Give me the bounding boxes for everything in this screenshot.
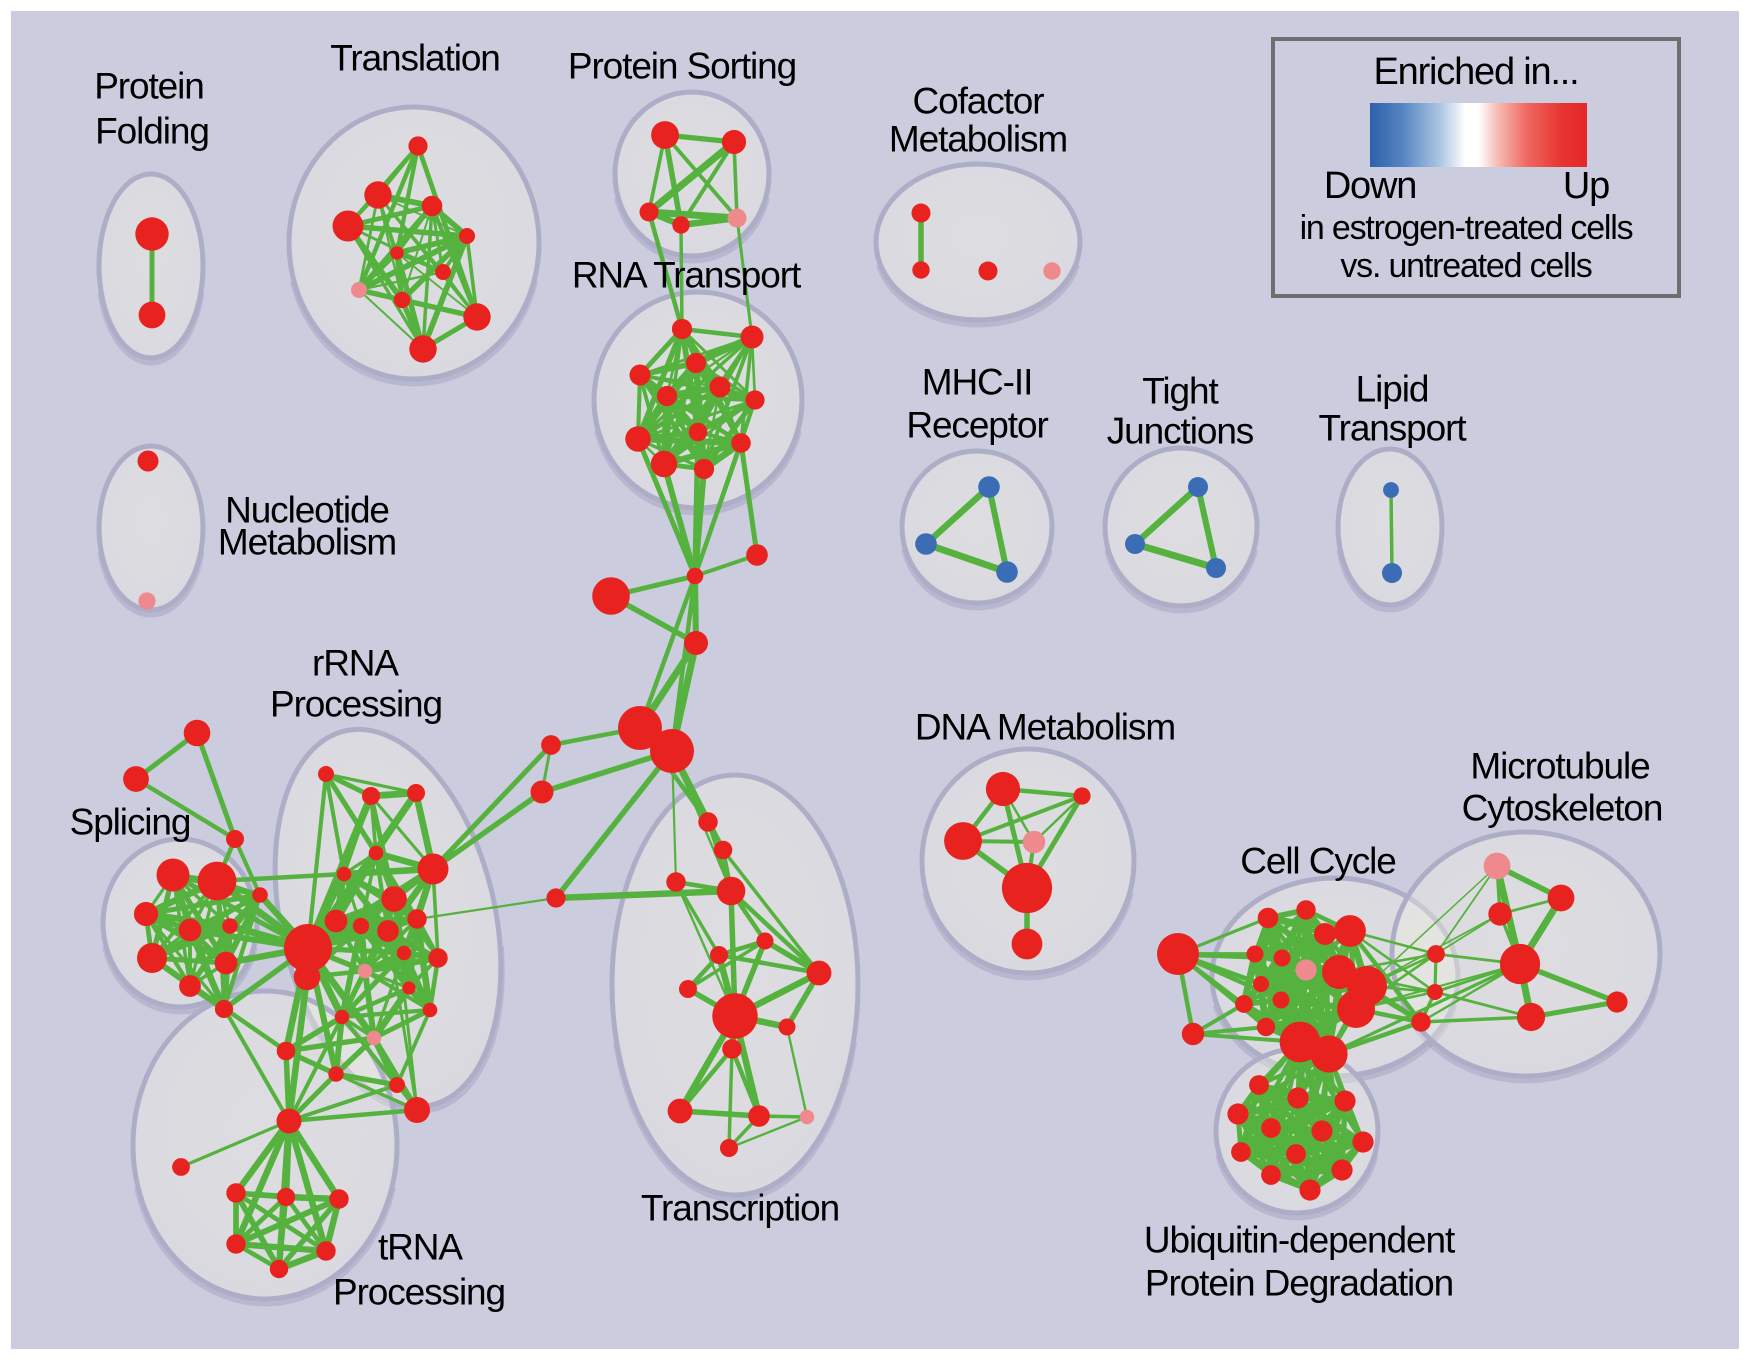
svg-text:Cell Cycle: Cell Cycle <box>1240 841 1396 882</box>
svg-text:vs. untreated cells: vs. untreated cells <box>1340 247 1591 285</box>
svg-text:Microtubule: Microtubule <box>1470 746 1649 787</box>
svg-text:DNA Metabolism: DNA Metabolism <box>915 707 1175 748</box>
svg-text:Folding: Folding <box>95 111 209 152</box>
svg-text:Ubiquitin-dependent: Ubiquitin-dependent <box>1144 1220 1456 1261</box>
svg-text:Junctions: Junctions <box>1107 411 1254 452</box>
svg-text:Metabolism: Metabolism <box>889 119 1067 160</box>
svg-text:MHC-II: MHC-II <box>922 362 1033 403</box>
svg-text:Receptor: Receptor <box>906 405 1048 446</box>
svg-text:Lipid: Lipid <box>1356 369 1429 410</box>
svg-text:Transport: Transport <box>1318 408 1467 449</box>
svg-text:Processing: Processing <box>270 684 442 725</box>
svg-text:RNA Transport: RNA Transport <box>572 255 802 296</box>
svg-text:Metabolism: Metabolism <box>218 522 396 563</box>
svg-text:Splicing: Splicing <box>70 802 191 843</box>
svg-text:Transcription: Transcription <box>641 1188 839 1229</box>
svg-text:Protein: Protein <box>94 66 204 107</box>
svg-text:Down: Down <box>1324 165 1416 207</box>
svg-text:tRNA: tRNA <box>378 1227 463 1268</box>
svg-text:Protein Degradation: Protein Degradation <box>1145 1263 1453 1304</box>
svg-text:in estrogen-treated cells: in estrogen-treated cells <box>1300 209 1633 247</box>
svg-text:Protein Sorting: Protein Sorting <box>568 46 796 87</box>
svg-text:Enriched in...: Enriched in... <box>1374 51 1579 93</box>
svg-text:Tight: Tight <box>1142 371 1219 412</box>
svg-text:Cofactor: Cofactor <box>912 81 1044 122</box>
svg-text:Processing: Processing <box>333 1272 505 1313</box>
svg-text:Nucleotide: Nucleotide <box>225 490 389 531</box>
svg-text:Translation: Translation <box>330 38 500 79</box>
svg-text:rRNA: rRNA <box>312 643 399 684</box>
svg-text:Cytoskeleton: Cytoskeleton <box>1462 788 1663 829</box>
svg-text:Up: Up <box>1563 165 1609 207</box>
